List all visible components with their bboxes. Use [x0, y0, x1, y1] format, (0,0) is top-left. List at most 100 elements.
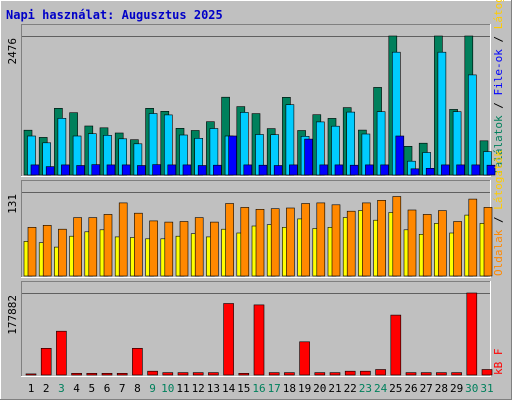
day-labels: 1 2 3 4 5 6 7 8 9 10 11 12 13 14 15 16 17 18 19 20 21 22 23 24 2… [28, 382, 494, 395]
bar-kbytes-kb-f-day-14 [223, 303, 234, 376]
bar-kbytes-kb-f-day-21 [329, 372, 341, 376]
day-label-11: 11 [176, 382, 189, 395]
bar-hits-l-togat-k-day-19 [304, 138, 313, 176]
bar-visits-oldalak-day-29 [453, 221, 462, 277]
bar-visits-oldalak-day-17 [270, 208, 280, 277]
bar-kbytes-kb-f-day-9 [147, 370, 158, 376]
bar-visits-oldalak-day-4 [73, 217, 82, 277]
bar-visits-oldalak-day-27 [422, 214, 432, 277]
legend-entry: Oldalak [492, 229, 505, 276]
bar-hits-l-togat-k-day-13 [213, 164, 222, 176]
legend-entry: Találatok [492, 115, 505, 175]
bar-hits-l-togat-k-day-27 [425, 168, 435, 176]
bar-kbytes-kb-f-day-17 [268, 372, 280, 376]
bar-kbytes-kb-f-day-11 [177, 372, 189, 376]
day-label-20: 20 [313, 382, 326, 395]
day-label-19: 19 [298, 382, 311, 395]
bar-kbytes-kb-f-day-7 [116, 372, 128, 376]
day-label-16: 16 [252, 382, 265, 395]
bar-kbytes-kb-f-day-31 [481, 369, 493, 376]
max-label-hits: 2476 [6, 38, 19, 65]
bar-kbytes-kb-f-day-5 [86, 372, 98, 376]
max-label-kbytes: 177882 [6, 295, 19, 335]
day-label-23: 23 [359, 382, 372, 395]
bar-kbytes-kb-f-day-1 [25, 373, 37, 376]
bar-hits-l-togat-k-day-25 [395, 135, 405, 176]
day-label-31: 31 [480, 382, 493, 395]
legend-entry: Látogatók [492, 0, 505, 29]
day-label-26: 26 [404, 382, 417, 395]
bar-visits-oldalak-day-8 [134, 212, 143, 277]
bar-visits-oldalak-day-16 [255, 209, 265, 277]
legend-entry: / [492, 96, 505, 116]
bar-visits-oldalak-day-9 [149, 220, 158, 277]
day-label-28: 28 [435, 382, 448, 395]
bar-visits-oldalak-day-25 [392, 196, 402, 277]
bar-visits-oldalak-day-31 [483, 207, 493, 277]
bar-visits-oldalak-day-6 [103, 214, 113, 277]
day-label-4: 4 [73, 382, 80, 395]
bar-hits-l-togat-k-day-28 [441, 164, 450, 176]
bar-kbytes-kb-f-day-23 [360, 370, 371, 376]
bar-hits-l-togat-k-day-1 [30, 164, 40, 176]
panel-kbytes: 177882 kB F [6, 281, 505, 377]
bar-kbytes-kb-f-day-25 [390, 314, 402, 376]
day-label-18: 18 [283, 382, 296, 395]
legend-entry: / [492, 210, 505, 230]
day-label-10: 10 [161, 382, 174, 395]
day-label-17: 17 [268, 382, 281, 395]
bar-kbytes-kb-f-day-27 [420, 372, 432, 376]
bar-visits-oldalak-day-19 [301, 203, 310, 277]
bar-visits-oldalak-day-13 [210, 221, 219, 277]
legend-entry: / [492, 29, 505, 49]
bar-kbytes-kb-f-day-22 [344, 370, 356, 376]
bar-hits-l-togat-k-day-29 [456, 164, 465, 176]
bar-kbytes-kb-f-day-2 [40, 347, 52, 376]
day-label-30: 30 [465, 382, 478, 395]
legend-hits: Találatok / File-ok / Látogatók [492, 0, 505, 175]
day-label-12: 12 [192, 382, 205, 395]
bar-visits-oldalak-day-14 [225, 203, 234, 277]
bar-hits-l-togat-k-day-10 [167, 164, 177, 176]
bar-hits-file-ok-day-18 [285, 104, 295, 176]
bar-kbytes-kb-f-day-20 [314, 372, 326, 376]
bar-visits-oldalak-day-1 [27, 227, 37, 277]
bar-kbytes-kb-f-day-26 [405, 372, 417, 376]
chart-title: Napi használat: Augusztus 2025 [6, 8, 223, 22]
bar-hits-l-togat-k-day-18 [289, 164, 298, 176]
bar-hits-l-togat-k-day-7 [121, 164, 131, 176]
day-label-24: 24 [374, 382, 388, 395]
max-label-visits: 131 [6, 194, 19, 214]
bar-kbytes-kb-f-day-15 [238, 372, 250, 376]
bar-visits-oldalak-day-30 [468, 198, 478, 277]
day-label-6: 6 [104, 382, 111, 395]
bar-visits-oldalak-day-12 [194, 217, 204, 277]
bar-kbytes-kb-f-day-16 [253, 304, 265, 376]
bar-kbytes-kb-f-day-6 [101, 372, 113, 376]
panel-visits: 131 Oldalak / Látogatók [6, 150, 505, 278]
day-label-15: 15 [237, 382, 250, 395]
bar-hits-l-togat-k-day-8 [137, 165, 146, 176]
bar-kbytes-kb-f-day-10 [162, 372, 174, 376]
legend-entry: File-ok [492, 49, 505, 96]
bar-kbytes-kb-f-day-18 [284, 372, 295, 376]
bar-visits-oldalak-day-7 [118, 202, 128, 277]
bar-hits-l-togat-k-day-20 [319, 164, 329, 176]
bar-visits-oldalak-day-11 [179, 221, 189, 277]
bar-hits-l-togat-k-day-21 [334, 164, 344, 176]
legend-entry: kB F [492, 349, 505, 376]
bar-hits-l-togat-k-day-23 [365, 164, 374, 176]
bar-visits-oldalak-day-18 [286, 207, 295, 277]
bar-hits-file-ok-day-28 [437, 51, 447, 176]
bar-kbytes-kb-f-day-13 [208, 372, 219, 376]
bar-hits-l-togat-k-day-5 [91, 164, 101, 176]
bar-visits-oldalak-day-23 [362, 202, 371, 277]
day-label-25: 25 [389, 382, 402, 395]
bar-hits-l-togat-k-day-12 [197, 165, 207, 176]
bar-visits-oldalak-day-5 [88, 217, 98, 277]
legend-kbytes: kB F [492, 349, 505, 376]
day-label-13: 13 [207, 382, 220, 395]
bar-hits-l-togat-k-day-14 [228, 135, 237, 176]
day-label-2: 2 [43, 382, 50, 395]
